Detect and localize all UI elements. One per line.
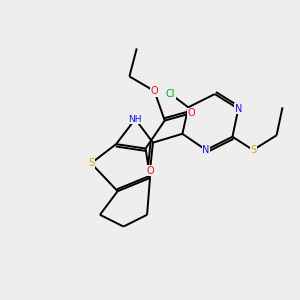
Text: O: O bbox=[146, 166, 154, 176]
Text: Cl: Cl bbox=[166, 89, 175, 99]
Text: S: S bbox=[250, 145, 256, 155]
Text: S: S bbox=[88, 158, 94, 168]
Text: O: O bbox=[188, 108, 195, 118]
Text: N: N bbox=[202, 145, 210, 155]
Text: O: O bbox=[151, 86, 158, 96]
Text: N: N bbox=[235, 104, 242, 114]
Text: NH: NH bbox=[128, 115, 142, 124]
